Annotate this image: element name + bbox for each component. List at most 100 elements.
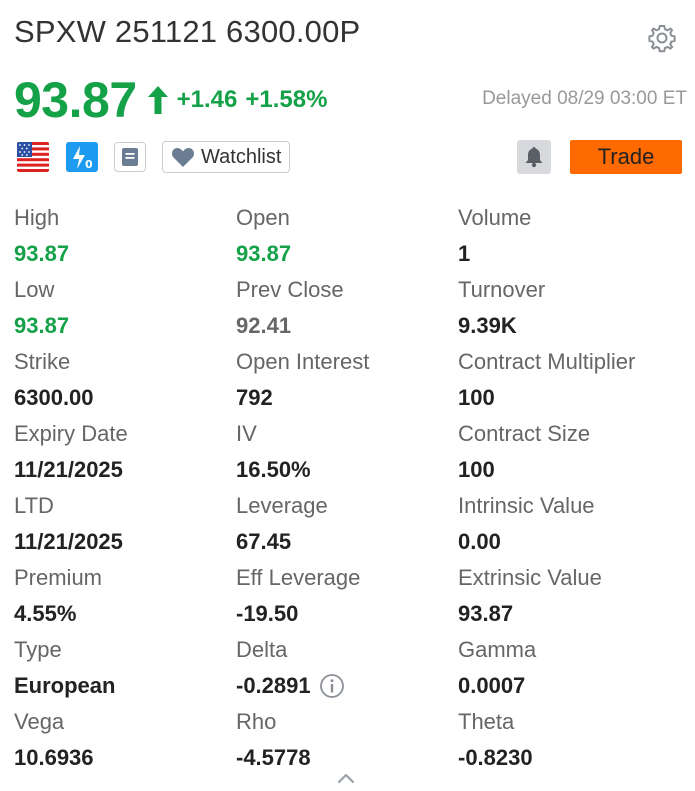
stat-vega: Vega 10.6936 (14, 704, 94, 776)
stat-value-text: 6300.00 (14, 380, 94, 416)
stat-value: 92.41 (236, 308, 344, 344)
note-button[interactable] (114, 142, 146, 172)
stat-value: -0.2891 (236, 668, 345, 704)
stat-value: 16.50% (236, 452, 311, 488)
last-price: 93.87 (14, 75, 137, 125)
stat-label: Turnover (458, 272, 545, 308)
stat-value-text: 10.6936 (14, 740, 94, 776)
stat-iv: IV 16.50% (236, 416, 311, 488)
stat-value-text: -4.5778 (236, 740, 311, 776)
stat-label: Low (14, 272, 69, 308)
stat-rho: Rho -4.5778 (236, 704, 311, 776)
bell-icon (524, 146, 544, 168)
stat-value-text: 16.50% (236, 452, 311, 488)
stat-value: -4.5778 (236, 740, 311, 776)
stat-label: Open (236, 200, 291, 236)
stat-contract-size: Contract Size 100 (458, 416, 590, 488)
stat-label: Volume (458, 200, 531, 236)
stat-value: 1 (458, 236, 531, 272)
stat-volume: Volume 1 (458, 200, 531, 272)
stat-label: Theta (458, 704, 533, 740)
stat-label: Open Interest (236, 344, 369, 380)
stat-value: 0.0007 (458, 668, 536, 704)
stat-value-text: -19.50 (236, 596, 298, 632)
stat-value: -19.50 (236, 596, 360, 632)
stat-value: 93.87 (14, 236, 69, 272)
stat-value: 100 (458, 380, 635, 416)
alert-button[interactable] (517, 140, 551, 174)
stat-value-text: 93.87 (14, 308, 69, 344)
stat-value: -0.8230 (458, 740, 533, 776)
stat-value-text: 93.87 (14, 236, 69, 272)
watchlist-label: Watchlist (201, 146, 281, 169)
stat-value-text: 11/21/2025 (14, 452, 123, 488)
stat-value-text: 93.87 (458, 596, 513, 632)
stat-value: 4.55% (14, 596, 102, 632)
stat-label: IV (236, 416, 311, 452)
stat-value-text: -0.2891 (236, 668, 311, 704)
stat-open: Open 93.87 (236, 200, 291, 272)
lightning-icon[interactable]: 0 (66, 142, 98, 172)
stat-open-interest: Open Interest 792 (236, 344, 369, 416)
note-icon (121, 147, 139, 167)
action-bar: 0 Watchlist Trade (17, 140, 682, 174)
stat-intrinsic-value: Intrinsic Value 0.00 (458, 488, 595, 560)
stat-value: 11/21/2025 (14, 524, 123, 560)
arrow-up-icon (147, 84, 169, 116)
stat-value: 6300.00 (14, 380, 94, 416)
stat-label: Intrinsic Value (458, 488, 595, 524)
stat-label: Eff Leverage (236, 560, 360, 596)
stat-value-text: 0.0007 (458, 668, 525, 704)
stat-label: Delta (236, 632, 345, 668)
stat-label: Contract Multiplier (458, 344, 635, 380)
contract-title: SPXW 251121 6300.00P (14, 14, 360, 50)
stat-value-text: -0.8230 (458, 740, 533, 776)
stat-label: LTD (14, 488, 123, 524)
stat-value: European (14, 668, 115, 704)
watchlist-button[interactable]: Watchlist (162, 141, 290, 173)
info-icon[interactable] (319, 673, 345, 699)
stat-value-text: European (14, 668, 115, 704)
heart-icon (171, 146, 195, 168)
stat-value: 67.45 (236, 524, 328, 560)
svg-text:0: 0 (85, 158, 93, 171)
stat-value: 10.6936 (14, 740, 94, 776)
gear-icon[interactable] (646, 22, 678, 54)
stat-value-text: 1 (458, 236, 470, 272)
stat-value-text: 67.45 (236, 524, 291, 560)
stat-ltd: LTD 11/21/2025 (14, 488, 123, 560)
stat-label: High (14, 200, 69, 236)
us-flag-icon[interactable] (17, 142, 49, 172)
stat-theta: Theta -0.8230 (458, 704, 533, 776)
price-row: 93.87 +1.46 +1.58% (14, 72, 327, 128)
stat-turnover: Turnover 9.39K (458, 272, 545, 344)
stat-value-text: 792 (236, 380, 273, 416)
stat-label: Extrinsic Value (458, 560, 602, 596)
stat-value: 93.87 (14, 308, 69, 344)
price-change-percent: +1.58% (245, 86, 327, 114)
stat-label: Prev Close (236, 272, 344, 308)
stat-extrinsic-value: Extrinsic Value 93.87 (458, 560, 602, 632)
stat-expiry-date: Expiry Date 11/21/2025 (14, 416, 128, 488)
stat-prev-close: Prev Close 92.41 (236, 272, 344, 344)
stat-value-text: 0.00 (458, 524, 501, 560)
stat-label: Expiry Date (14, 416, 128, 452)
stat-eff-leverage: Eff Leverage -19.50 (236, 560, 360, 632)
chevron-up-icon[interactable] (334, 770, 358, 786)
stat-value: 11/21/2025 (14, 452, 128, 488)
delayed-timestamp: Delayed 08/29 03:00 ET (482, 88, 687, 110)
stat-value-text: 9.39K (458, 308, 517, 344)
price-change: +1.46 (177, 86, 238, 114)
trade-button[interactable]: Trade (570, 140, 682, 174)
stat-value: 9.39K (458, 308, 545, 344)
stat-label: Vega (14, 704, 94, 740)
stat-value-text: 11/21/2025 (14, 524, 123, 560)
stat-label: Contract Size (458, 416, 590, 452)
stat-value: 93.87 (458, 596, 602, 632)
stat-contract-multiplier: Contract Multiplier 100 (458, 344, 635, 416)
stat-value: 93.87 (236, 236, 291, 272)
stat-label: Rho (236, 704, 311, 740)
stat-high: High 93.87 (14, 200, 69, 272)
stat-value: 100 (458, 452, 590, 488)
stat-value-text: 92.41 (236, 308, 291, 344)
